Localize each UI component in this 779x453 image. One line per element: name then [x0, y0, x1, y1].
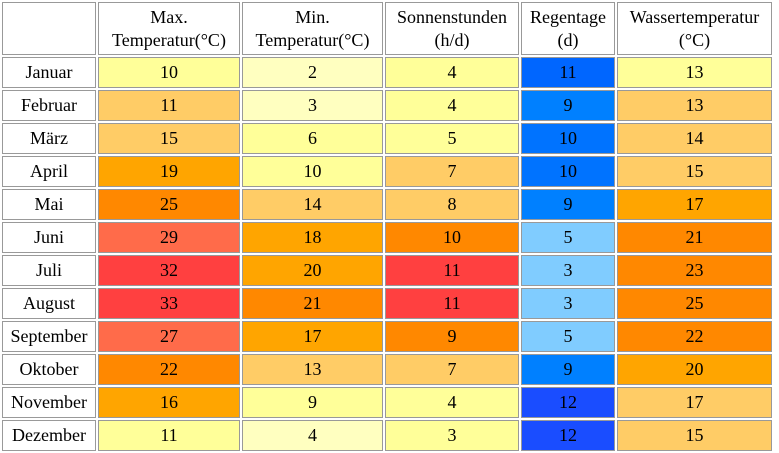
header-water-temperature: Wassertemperatur (°C) — [617, 2, 772, 55]
cell-min-temperature: 14 — [242, 189, 383, 220]
cell-max-temperature: 10 — [98, 57, 240, 88]
table-row: Mai 25 14 8 9 17 — [2, 189, 772, 220]
cell-water-temperature: 17 — [617, 387, 772, 418]
cell-sunshine-hours: 9 — [385, 321, 519, 352]
cell-sunshine-hours: 7 — [385, 354, 519, 385]
cell-rain-days: 3 — [521, 255, 615, 286]
month-label: Mai — [2, 189, 96, 220]
month-label: Dezember — [2, 420, 96, 451]
cell-water-temperature: 20 — [617, 354, 772, 385]
header-rain-days: Regentage (d) — [521, 2, 615, 55]
cell-max-temperature: 19 — [98, 156, 240, 187]
cell-sunshine-hours: 4 — [385, 90, 519, 121]
cell-rain-days: 9 — [521, 189, 615, 220]
table-row: Juni 29 18 10 5 21 — [2, 222, 772, 253]
cell-max-temperature: 29 — [98, 222, 240, 253]
month-label: November — [2, 387, 96, 418]
cell-max-temperature: 16 — [98, 387, 240, 418]
table-row: Januar 10 2 4 11 13 — [2, 57, 772, 88]
cell-min-temperature: 9 — [242, 387, 383, 418]
cell-water-temperature: 15 — [617, 420, 772, 451]
cell-water-temperature: 23 — [617, 255, 772, 286]
cell-max-temperature: 11 — [98, 420, 240, 451]
cell-sunshine-hours: 11 — [385, 288, 519, 319]
cell-min-temperature: 18 — [242, 222, 383, 253]
cell-water-temperature: 22 — [617, 321, 772, 352]
header-max-temperature: Max. Temperatur(°C) — [98, 2, 240, 55]
cell-max-temperature: 32 — [98, 255, 240, 286]
month-label: Juli — [2, 255, 96, 286]
cell-max-temperature: 15 — [98, 123, 240, 154]
table-row: Februar 11 3 4 9 13 — [2, 90, 772, 121]
cell-water-temperature: 13 — [617, 90, 772, 121]
climate-table-body: Januar 10 2 4 11 13 Februar 11 3 4 9 13 März 15 6 5 10 14… — [2, 57, 772, 451]
month-label: März — [2, 123, 96, 154]
cell-sunshine-hours: 4 — [385, 57, 519, 88]
cell-sunshine-hours: 8 — [385, 189, 519, 220]
table-row: April 19 10 7 10 15 — [2, 156, 772, 187]
header-sunshine-hours: Sonnenstunden (h/d) — [385, 2, 519, 55]
table-row: Juli 32 20 11 3 23 — [2, 255, 772, 286]
cell-water-temperature: 17 — [617, 189, 772, 220]
table-row: Dezember 11 4 3 12 15 — [2, 420, 772, 451]
cell-max-temperature: 22 — [98, 354, 240, 385]
cell-max-temperature: 33 — [98, 288, 240, 319]
table-row: März 15 6 5 10 14 — [2, 123, 772, 154]
month-label: Oktober — [2, 354, 96, 385]
month-label: April — [2, 156, 96, 187]
cell-min-temperature: 17 — [242, 321, 383, 352]
cell-min-temperature: 13 — [242, 354, 383, 385]
cell-sunshine-hours: 4 — [385, 387, 519, 418]
cell-max-temperature: 11 — [98, 90, 240, 121]
cell-sunshine-hours: 7 — [385, 156, 519, 187]
cell-rain-days: 12 — [521, 420, 615, 451]
month-label: Juni — [2, 222, 96, 253]
cell-min-temperature: 3 — [242, 90, 383, 121]
cell-water-temperature: 15 — [617, 156, 772, 187]
cell-rain-days: 12 — [521, 387, 615, 418]
cell-min-temperature: 20 — [242, 255, 383, 286]
cell-min-temperature: 2 — [242, 57, 383, 88]
cell-sunshine-hours: 10 — [385, 222, 519, 253]
table-row: September 27 17 9 5 22 — [2, 321, 772, 352]
month-label: August — [2, 288, 96, 319]
month-label: Januar — [2, 57, 96, 88]
cell-water-temperature: 21 — [617, 222, 772, 253]
cell-rain-days: 5 — [521, 321, 615, 352]
corner-cell — [2, 2, 96, 55]
cell-rain-days: 5 — [521, 222, 615, 253]
cell-max-temperature: 27 — [98, 321, 240, 352]
month-label: Februar — [2, 90, 96, 121]
cell-sunshine-hours: 11 — [385, 255, 519, 286]
table-row: August 33 21 11 3 25 — [2, 288, 772, 319]
cell-max-temperature: 25 — [98, 189, 240, 220]
table-row: November 16 9 4 12 17 — [2, 387, 772, 418]
cell-min-temperature: 10 — [242, 156, 383, 187]
cell-min-temperature: 4 — [242, 420, 383, 451]
table-row: Oktober 22 13 7 9 20 — [2, 354, 772, 385]
header-row: Max. Temperatur(°C) Min. Temperatur(°C) So… — [2, 2, 772, 55]
header-min-temperature: Min. Temperatur(°C) — [242, 2, 383, 55]
cell-rain-days: 10 — [521, 156, 615, 187]
cell-sunshine-hours: 5 — [385, 123, 519, 154]
cell-water-temperature: 25 — [617, 288, 772, 319]
cell-rain-days: 3 — [521, 288, 615, 319]
cell-min-temperature: 6 — [242, 123, 383, 154]
cell-sunshine-hours: 3 — [385, 420, 519, 451]
month-label: September — [2, 321, 96, 352]
cell-rain-days: 11 — [521, 57, 615, 88]
cell-water-temperature: 14 — [617, 123, 772, 154]
cell-rain-days: 9 — [521, 354, 615, 385]
cell-rain-days: 10 — [521, 123, 615, 154]
cell-water-temperature: 13 — [617, 57, 772, 88]
cell-rain-days: 9 — [521, 90, 615, 121]
cell-min-temperature: 21 — [242, 288, 383, 319]
